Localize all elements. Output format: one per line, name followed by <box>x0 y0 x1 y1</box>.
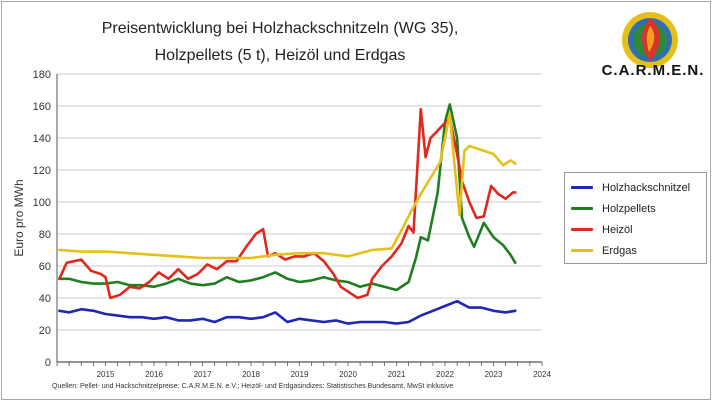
x-tick-label: 2017 <box>194 370 212 379</box>
chart-title-line1: Preisentwicklung bei Holzhackschnitzeln … <box>101 20 459 37</box>
y-tick-label: 160 <box>33 101 51 113</box>
legend-swatch-holzhackschnitzel <box>571 186 593 189</box>
x-tick-label: 2016 <box>145 370 163 379</box>
x-tick-label: 2022 <box>436 370 454 379</box>
legend-item: Holzpellets <box>571 198 706 219</box>
y-tick-label: 80 <box>39 229 51 241</box>
x-tick-label: 2020 <box>339 370 357 379</box>
y-tick-label: 0 <box>45 357 51 369</box>
series-line-heiz-l <box>58 107 517 300</box>
legend-swatch-holzpellets <box>571 207 593 210</box>
y-tick-label: 100 <box>33 197 51 209</box>
legend: Holzhackschnitzel Holzpellets Heizöl Erd… <box>564 172 707 264</box>
y-tick-label: 120 <box>33 165 51 177</box>
legend-item: Heizöl <box>571 219 706 240</box>
legend-item: Holzhackschnitzel <box>571 177 706 198</box>
source-note: Quellen: Pellet- und Hackschnitzelpreise… <box>52 383 454 390</box>
legend-swatch-heizoel <box>571 228 593 231</box>
y-tick-label: 60 <box>39 261 51 273</box>
legend-label: Holzhackschnitzel <box>602 181 691 194</box>
series-line-holzhackschnitzel <box>58 299 517 325</box>
y-tick-label: 40 <box>39 293 51 305</box>
x-tick-label: 2019 <box>291 370 309 379</box>
legend-label: Holzpellets <box>602 202 656 215</box>
y-tick-label: 140 <box>33 133 51 145</box>
x-tick-label: 2018 <box>242 370 260 379</box>
series-line-erdgas <box>58 112 517 260</box>
logo-flame-inner <box>646 26 655 52</box>
x-tick-label: 2024 <box>533 370 551 379</box>
chart-title-line2: Holzpellets (5 t), Heizöl und Erdgas <box>154 47 406 64</box>
y-tick-label: 20 <box>39 325 51 337</box>
carmen-logo <box>622 12 678 68</box>
legend-label: Erdgas <box>602 244 637 257</box>
legend-label: Heizöl <box>602 223 633 236</box>
y-axis-label: Euro pro MWh <box>12 179 26 256</box>
legend-swatch-erdgas <box>571 249 593 252</box>
x-tick-label: 2015 <box>97 370 115 379</box>
y-tick-label: 180 <box>33 69 51 81</box>
x-tick-label: 2021 <box>388 370 406 379</box>
brand-name: C.A.R.M.E.N. <box>601 62 705 79</box>
x-tick-label: 2023 <box>485 370 503 379</box>
legend-item: Erdgas <box>571 240 706 261</box>
